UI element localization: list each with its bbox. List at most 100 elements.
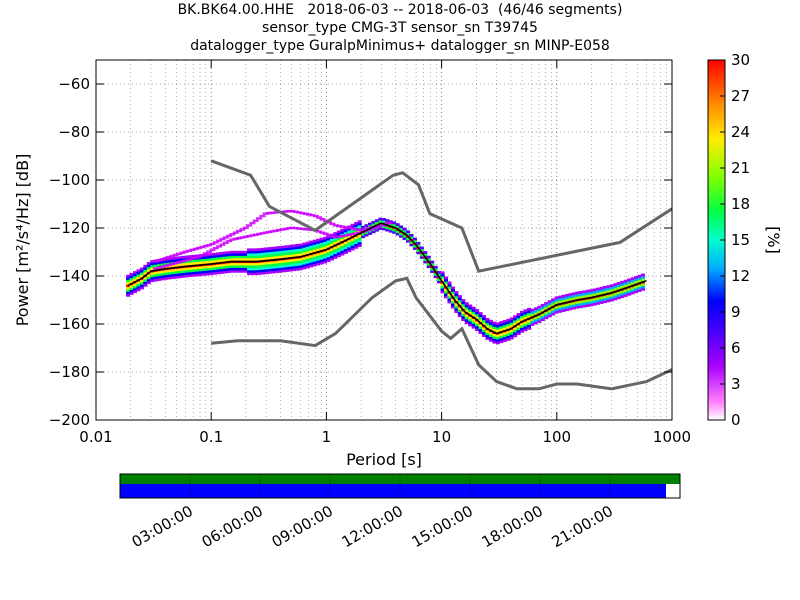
heatmap-cell — [551, 312, 556, 316]
heatmap-cell — [329, 257, 335, 261]
heatmap-cell — [139, 272, 144, 276]
heatmap-cell — [609, 293, 614, 297]
heatmap-cell — [153, 271, 158, 275]
heatmap-cell — [343, 229, 348, 233]
heatmap-cell — [278, 246, 283, 249]
heatmap-cell — [167, 271, 172, 275]
heatmap-cell — [233, 265, 238, 268]
heatmap-cell — [139, 269, 144, 273]
heatmap-cell — [226, 255, 231, 259]
heatmap-cell — [202, 256, 207, 259]
heatmap-cell — [440, 273, 445, 277]
heatmap-cell — [347, 230, 352, 234]
heatmap-cell — [226, 267, 231, 271]
heatmap-cell — [471, 313, 476, 317]
heatmap-cell — [302, 261, 307, 265]
heatmap-cell — [250, 258, 255, 261]
heatmap-cell — [350, 230, 355, 234]
heatmap-cell — [309, 264, 314, 268]
heatmap-cell — [264, 252, 269, 255]
heatmap-cell — [554, 296, 559, 300]
heatmap-cell — [205, 265, 210, 269]
heatmap-cell — [613, 295, 618, 298]
heatmap-cell — [392, 231, 397, 234]
heatmap-cell — [312, 214, 319, 218]
heatmap-cell — [620, 283, 625, 287]
heatmap-cell — [520, 327, 525, 331]
plot-frame — [95, 59, 673, 421]
heatmap-cell — [402, 234, 407, 238]
heatmap-cell — [367, 229, 373, 233]
heatmap-cell — [447, 295, 452, 299]
heatmap-cell — [252, 219, 259, 222]
heatmap-cell — [271, 268, 276, 272]
heatmap-cell — [544, 311, 549, 315]
heatmap-cell — [266, 230, 273, 234]
colorbar-tick-label: 24 — [731, 123, 750, 141]
heatmap-cell — [526, 327, 531, 330]
heatmap-cell — [240, 258, 245, 261]
heatmap-cell — [295, 251, 300, 254]
heatmap-cell — [354, 236, 359, 240]
heatmap-cell — [269, 230, 276, 233]
heatmap-cell — [537, 320, 542, 323]
heatmap-cell — [202, 268, 207, 271]
heatmap-cell — [233, 262, 238, 266]
heatmap-cell — [346, 233, 353, 237]
heatmap-cell — [526, 324, 531, 328]
heatmap-cell — [402, 227, 407, 231]
heatmap-cell — [319, 244, 324, 248]
heatmap-cell — [347, 247, 352, 250]
heatmap-cell — [329, 250, 335, 254]
heatmap-cell — [305, 241, 310, 245]
heatmap-cell — [592, 290, 597, 294]
colorbar-tick-label: 18 — [731, 195, 750, 213]
heatmap-cell — [195, 266, 200, 270]
heatmap-cell — [288, 247, 293, 250]
heatmap-cell — [274, 267, 279, 271]
heatmap-cell — [488, 339, 493, 342]
heatmap-cell — [354, 246, 359, 249]
heatmap-cell — [606, 299, 611, 303]
heatmap-cell — [288, 261, 293, 265]
heatmap-cell — [150, 260, 155, 263]
heatmap-cell — [640, 285, 646, 289]
heatmap-cell — [357, 222, 362, 226]
heatmap-cell — [282, 210, 289, 213]
heatmap-cell — [430, 260, 435, 264]
heatmap-cell — [443, 283, 449, 287]
heatmap-cell — [333, 239, 338, 243]
heatmap-cell — [316, 257, 321, 261]
heatmap-cell — [533, 307, 538, 311]
heatmap-cell — [357, 234, 362, 238]
heatmap-cell — [457, 299, 462, 303]
heatmap-cell — [354, 241, 359, 244]
heatmap-cell — [640, 273, 646, 277]
heatmap-cell — [329, 243, 335, 247]
heatmap-cell — [129, 272, 134, 276]
heatmap-cell — [412, 240, 417, 243]
heatmap-cell — [336, 232, 341, 236]
heatmap-cell — [229, 233, 236, 236]
heatmap-cell — [202, 270, 207, 274]
heatmap-cell — [419, 246, 424, 250]
heatmap-cell — [523, 326, 528, 329]
heatmap-cell — [171, 276, 176, 279]
time-tick-label: 09:00:00 — [269, 502, 336, 551]
heatmap-cell — [298, 253, 303, 256]
heatmap-cell — [209, 270, 214, 273]
heatmap-cell — [323, 246, 328, 250]
heatmap-cell — [347, 249, 352, 253]
heatmap-cell — [240, 270, 245, 273]
heatmap-cell — [167, 269, 172, 273]
heatmap-cell — [285, 245, 290, 248]
heatmap-cell — [592, 293, 597, 296]
heatmap-cell — [292, 210, 299, 213]
heatmap-cell — [233, 267, 238, 271]
heatmap-cell — [506, 335, 511, 339]
heatmap-cell — [247, 262, 252, 266]
heatmap-cell — [350, 228, 355, 232]
heatmap-cell — [364, 231, 369, 235]
heatmap-cell — [288, 268, 293, 272]
heatmap-cell — [343, 241, 348, 245]
